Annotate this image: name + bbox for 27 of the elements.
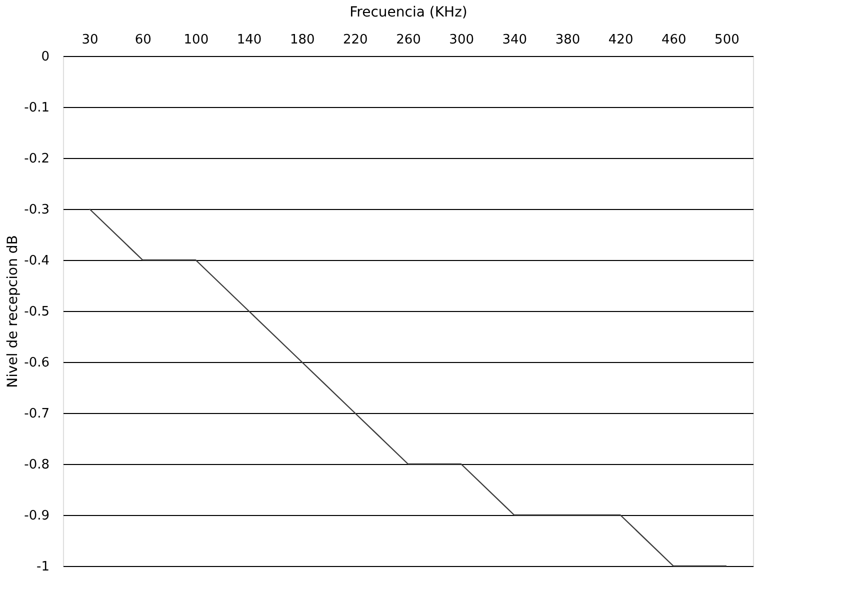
y-tick-label: -0.6	[24, 356, 50, 370]
x-tick-label: 100	[184, 32, 209, 48]
x-tick-label: 220	[343, 32, 368, 48]
x-tick-label: 260	[396, 32, 421, 48]
x-tick-label: 140	[236, 32, 262, 48]
y-tick-label: -0.2	[24, 152, 50, 166]
y-tick-label: -1	[36, 560, 50, 574]
y-axis-title: Nivel de recepcion dB	[5, 235, 22, 388]
x-tick-label: 460	[661, 32, 686, 48]
y-tick-label: -0.7	[24, 406, 50, 422]
y-tick-label: -0.8	[24, 458, 50, 472]
x-axis-title: Frecuencia (KHz)	[350, 4, 468, 20]
x-tick-label: 30	[82, 32, 98, 48]
line-series	[88, 208, 728, 567]
y-tick-label: -0.4	[24, 254, 50, 268]
x-tick-label: 180	[290, 32, 315, 48]
x-tick-label: 340	[502, 32, 528, 48]
x-tick-label: 300	[449, 32, 474, 48]
y-tick-label: -0.1	[24, 100, 50, 116]
y-tick-label: -0.9	[24, 508, 50, 524]
y-tick-label: -0.5	[24, 304, 50, 320]
x-tick-label: 500	[714, 32, 740, 48]
x-tick-label: 380	[555, 32, 580, 48]
y-tick-label: 0	[41, 50, 50, 64]
y-tick-label: -0.3	[24, 202, 50, 218]
x-tick-label: 420	[608, 32, 634, 48]
x-tick-label: 60	[134, 32, 152, 48]
